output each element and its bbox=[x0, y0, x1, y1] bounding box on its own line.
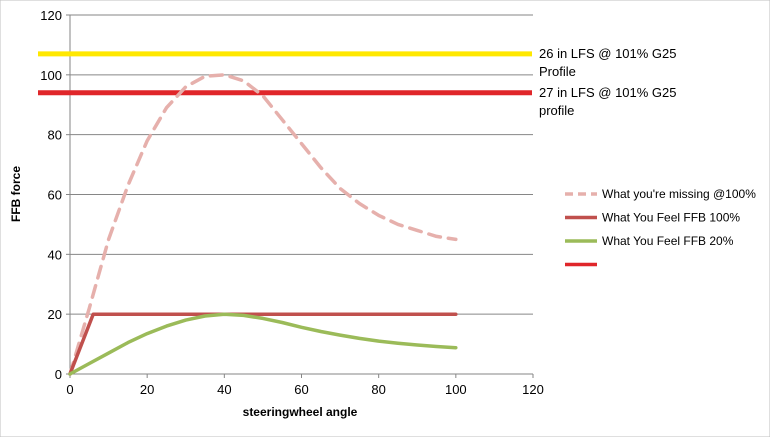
y-axis-title: FFB force bbox=[9, 166, 23, 222]
y-tick-label: 80 bbox=[48, 128, 62, 143]
x-tick-label: 40 bbox=[217, 382, 231, 397]
legend-label: What You Feel FFB 20% bbox=[602, 234, 734, 248]
x-tick-label: 80 bbox=[371, 382, 385, 397]
y-tick-label: 0 bbox=[55, 367, 62, 382]
tick-labels: 0 20 40 60 80 100 120 0 20 40 60 80 100 120 bbox=[40, 8, 544, 397]
y-tick-label: 40 bbox=[48, 247, 62, 262]
y-tick-label: 100 bbox=[40, 68, 62, 83]
x-tick-label: 60 bbox=[294, 382, 308, 397]
series-line bbox=[68, 73, 458, 376]
x-tick-label: 0 bbox=[66, 382, 73, 397]
legend-label: What you're missing @100% bbox=[602, 187, 756, 201]
x-tick-label: 20 bbox=[140, 382, 154, 397]
series-line bbox=[68, 312, 458, 376]
y-tick-label: 60 bbox=[48, 188, 62, 203]
reference-lines: 26 in LFS @ 101% G25 Profile 27 in LFS @ 1… bbox=[38, 46, 677, 118]
legend: What you're missing @100% What You Feel F… bbox=[565, 187, 756, 267]
y-tick-label: 20 bbox=[48, 307, 62, 322]
y-tick-label: 120 bbox=[40, 8, 62, 23]
x-axis-title: steeringwheel angle bbox=[243, 405, 358, 419]
reference-line-label: 26 in LFS @ 101% G25 bbox=[539, 46, 677, 61]
x-tick-label: 120 bbox=[522, 382, 544, 397]
axes bbox=[66, 14, 534, 378]
series-line bbox=[68, 312, 458, 376]
legend-label: What You Feel FFB 100% bbox=[602, 211, 740, 225]
reference-line-label: profile bbox=[539, 103, 574, 118]
series-lines bbox=[68, 73, 458, 376]
reference-line-label: 27 in LFS @ 101% G25 bbox=[539, 85, 677, 100]
x-tick-label: 100 bbox=[445, 382, 467, 397]
reference-line-label: Profile bbox=[539, 64, 576, 79]
